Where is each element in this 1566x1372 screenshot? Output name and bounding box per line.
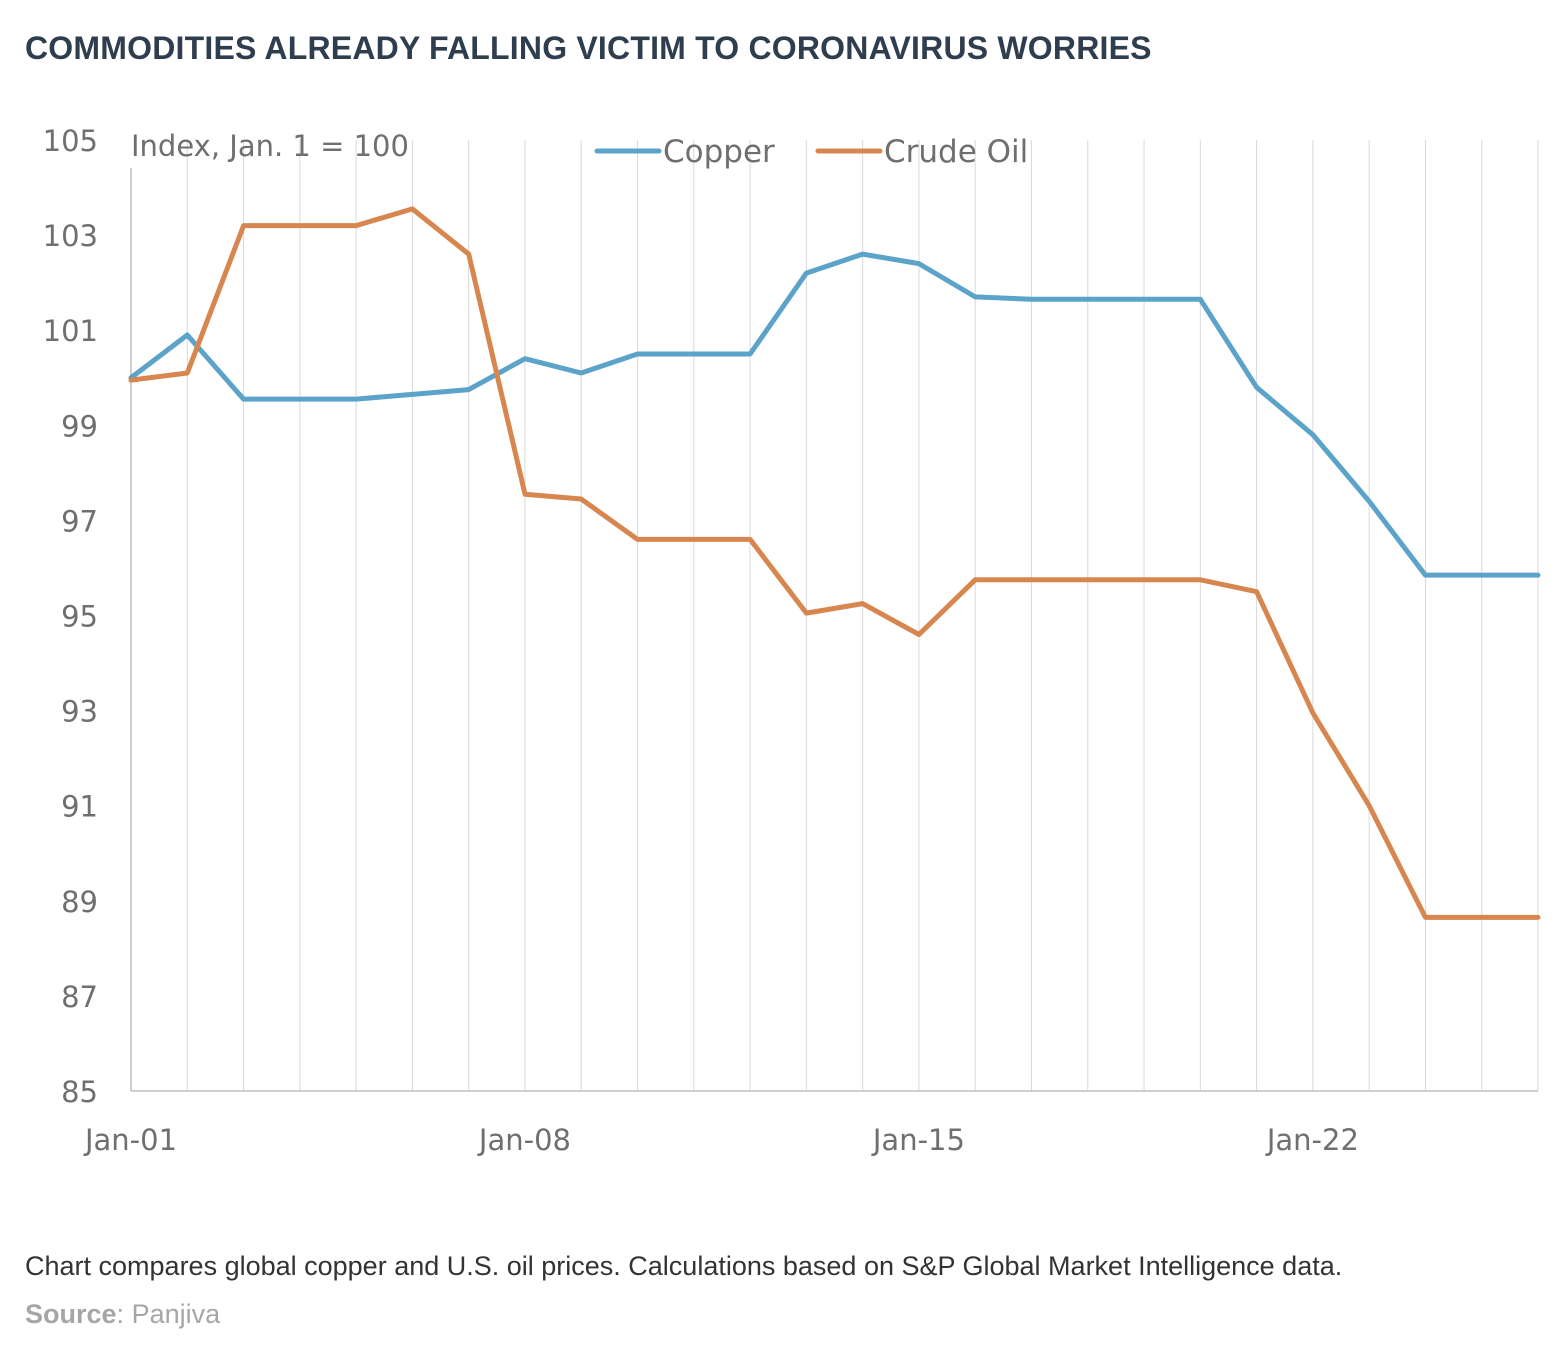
x-axis-ticks: Jan-01 Jan-08 Jan-15 Jan-22 <box>83 1123 1359 1157</box>
chart-title: COMMODITIES ALREADY FALLING VICTIM TO CO… <box>25 30 1152 66</box>
y-tick-label: 91 <box>61 790 98 824</box>
x-tick-label: Jan-08 <box>477 1123 571 1157</box>
series-line-copper <box>128 251 1541 578</box>
y-tick-label: 99 <box>61 409 98 443</box>
series-line-crude-oil <box>128 206 1541 920</box>
chart-caption: Chart compares global copper and U.S. oi… <box>25 1251 1343 1281</box>
legend-label-crude-oil: Crude Oil <box>884 134 1028 170</box>
source-separator: : <box>116 1299 132 1329</box>
axes <box>130 168 1538 1092</box>
y-tick-label: 101 <box>43 314 98 348</box>
y-tick-label: 103 <box>43 219 98 253</box>
legend-label-copper: Copper <box>663 134 775 170</box>
x-tick-label: Jan-15 <box>871 1123 965 1157</box>
y-tick-label: 89 <box>61 885 98 919</box>
y-tick-label: 93 <box>61 695 98 729</box>
y-axis-ticks: 85 87 89 91 93 95 97 99 101 103 105 <box>43 124 98 1109</box>
legend: Copper Crude Oil <box>594 134 1028 170</box>
source-value: Panjiva <box>131 1299 221 1329</box>
unit-label: Index, Jan. 1 = 100 <box>131 129 409 163</box>
grid-lines <box>186 140 1539 1091</box>
y-tick-label: 87 <box>61 980 98 1014</box>
y-tick-label: 95 <box>61 600 98 634</box>
x-tick-label: Jan-01 <box>83 1123 177 1157</box>
series-lines <box>128 206 1541 920</box>
source-label: Source <box>25 1299 117 1329</box>
source-line: Source: Panjiva <box>25 1299 220 1330</box>
y-tick-label: 85 <box>61 1075 98 1109</box>
y-tick-label: 97 <box>61 504 98 538</box>
x-tick-label: Jan-22 <box>1265 1123 1359 1157</box>
y-tick-label: 105 <box>43 124 98 158</box>
